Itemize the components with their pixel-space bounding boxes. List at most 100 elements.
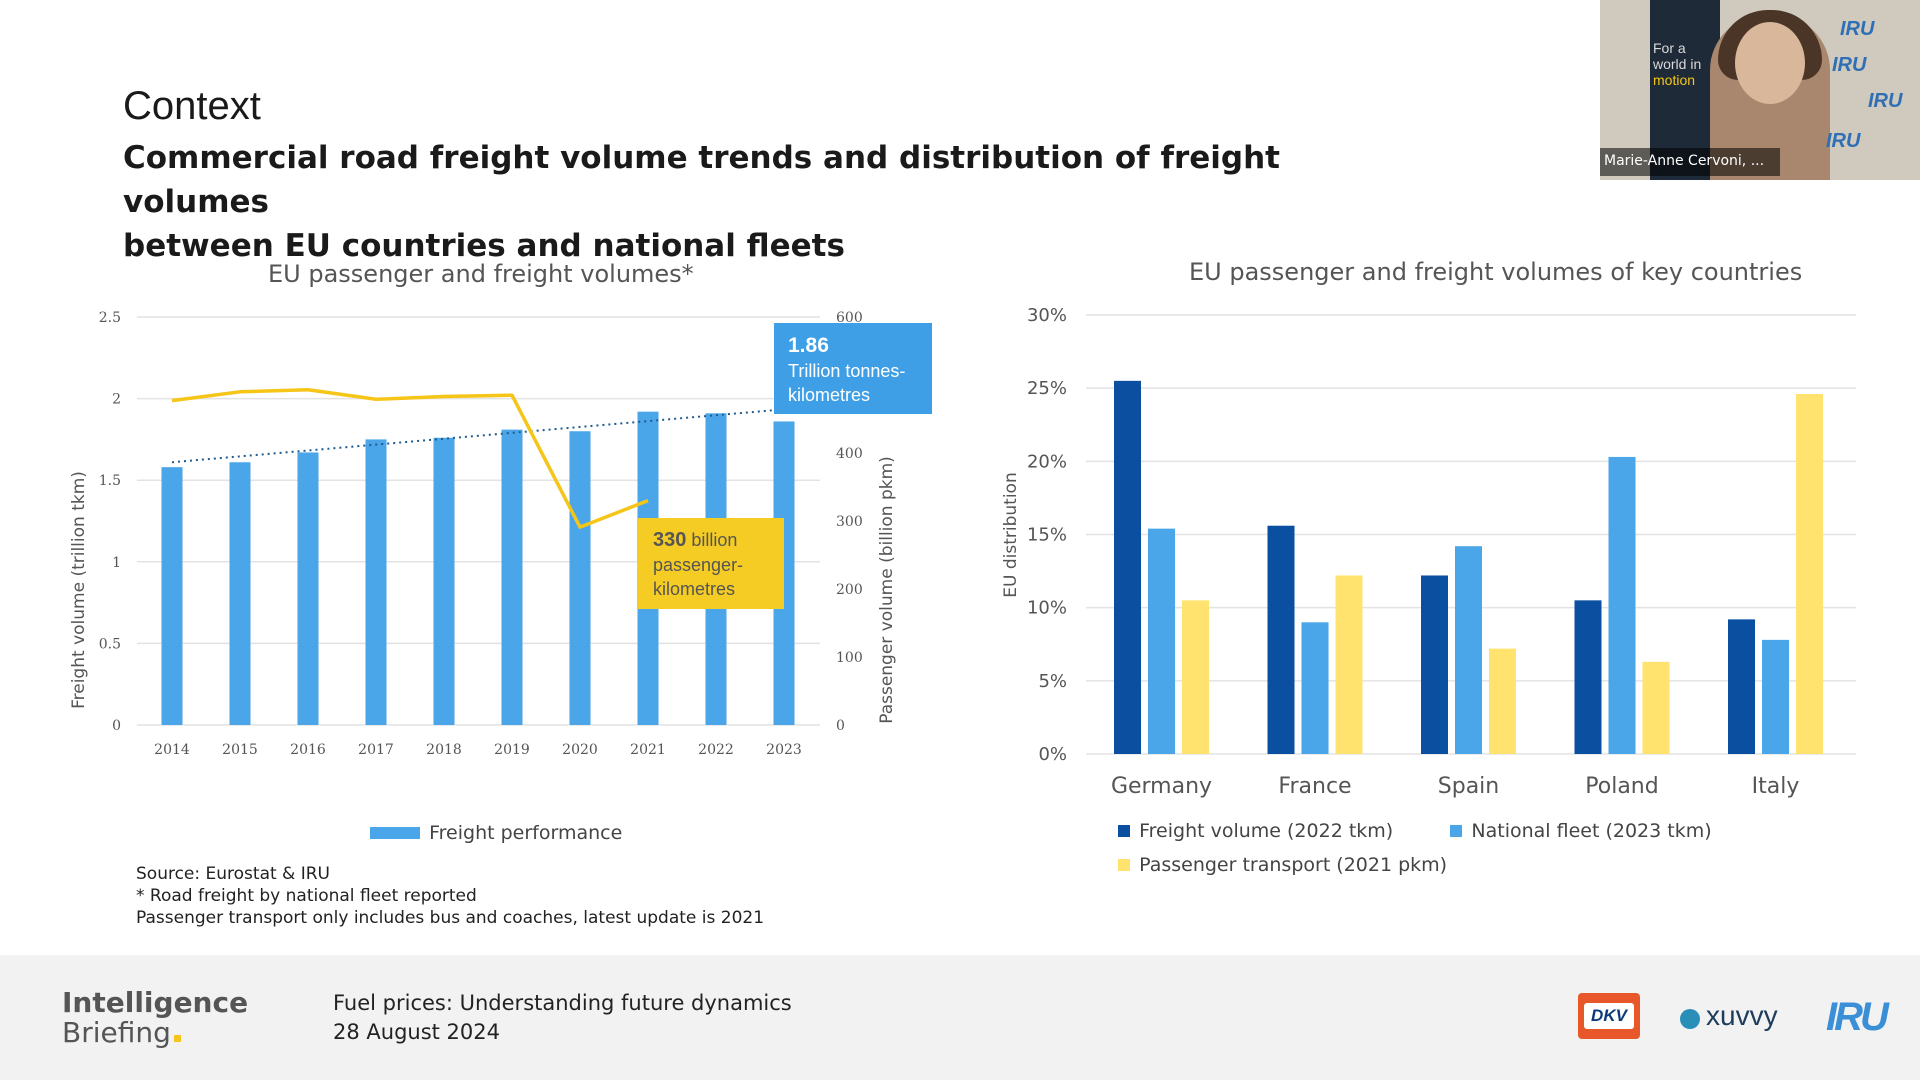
legend-swatch-national-fleet: [1450, 825, 1463, 837]
right-chart-bars: [1114, 380, 1823, 754]
left-y-tick-label: 1: [112, 555, 121, 571]
right-chart-ticks: 0% 5% 10% 15% 20% 25% 30% Germany France Spain Pol…: [1027, 305, 1799, 799]
slide-subtitle: Commercial road freight volume trends an…: [123, 136, 1323, 268]
left-chart-passenger-line: [171, 388, 649, 529]
dkv-logo-text: DKV: [1584, 1003, 1634, 1029]
right-chart-y-tick-label: 15%: [1027, 525, 1067, 546]
passenger-callout-unit: billion: [686, 530, 737, 550]
right-chart-y-axis-label: EU distribution: [1001, 472, 1021, 597]
bar-spain-0: [1421, 575, 1448, 754]
freight-callout-box: [774, 323, 932, 414]
brand-dot-icon: [173, 1035, 181, 1042]
category-label-germany: Germany: [1111, 774, 1212, 799]
right-y-axis-label: Passenger volume (billion pkm): [877, 456, 897, 724]
freight-trendline: [171, 409, 777, 464]
video-banner-line1: For a: [1653, 40, 1686, 56]
video-backdrop-banner-text: For a world in motion: [1653, 40, 1701, 88]
left-y-axis-label: Freight volume (trillion tkm): [69, 471, 89, 709]
freight-bar-2019: [501, 429, 523, 725]
source-note-3: Passenger transport only includes bus an…: [136, 908, 765, 928]
freight-bar-2014: [161, 467, 183, 725]
freight-bar-2015: [229, 462, 251, 725]
video-backdrop-logo-3: IRU: [1868, 90, 1903, 112]
freight-bar-2016: [297, 452, 319, 725]
freight-callout-line2: kilometres: [788, 385, 870, 405]
participant-name-bar: Marie-Anne Cervoni, ...: [1600, 148, 1780, 176]
legend-label-freight-volume: Freight volume (2022 tkm): [1139, 820, 1394, 842]
right-chart-legend: Freight volume (2022 tkm) National fleet…: [1118, 820, 1712, 876]
event-date: 28 August 2024: [333, 1020, 501, 1044]
legend-swatch-freight-volume: [1118, 825, 1130, 837]
passenger-callout-line3: kilometres: [653, 579, 735, 599]
bar-poland-2: [1642, 661, 1670, 754]
bar-france-2: [1335, 575, 1363, 754]
right-y-tick-label: 200: [836, 582, 863, 598]
legend-label-freight-performance: Freight performance: [429, 822, 623, 844]
slide-title: Context: [123, 84, 261, 128]
right-y-tick-label: 100: [836, 650, 863, 666]
bar-italy-1: [1762, 639, 1789, 754]
category-label-france: France: [1278, 774, 1351, 799]
x-tick-label-2020: 2020: [562, 742, 598, 758]
bar-germany-0: [1114, 380, 1141, 754]
source-notes: Source: Eurostat & IRU * Road freight by…: [136, 863, 764, 929]
legend-label-passenger-transport: Passenger transport (2021 pkm): [1139, 854, 1448, 876]
left-y-tick-label: 2: [112, 392, 121, 408]
slide-subtitle-line1: Commercial road freight volume trends an…: [123, 140, 1280, 220]
bar-italy-2: [1796, 394, 1823, 754]
right-chart-title: EU passenger and freight volumes of key …: [1189, 258, 1803, 286]
freight-callout: 1.86 Trillion tonnes- kilometres: [774, 323, 932, 414]
dkv-logo: DKV: [1578, 993, 1640, 1039]
x-tick-label-2022: 2022: [698, 742, 734, 758]
left-y-tick-label: 2.5: [99, 310, 121, 326]
freight-bar-2017: [365, 439, 387, 725]
bar-france-1: [1301, 622, 1329, 754]
freight-callout-value: 1.86: [788, 334, 829, 357]
iru-logo: IRU: [1826, 995, 1889, 1039]
video-banner-line2: world in: [1653, 56, 1702, 72]
passenger-callout-box: [637, 518, 784, 609]
xuvvy-logo-text: xuvvy: [1706, 1000, 1778, 1031]
right-y-tick-label: 300: [836, 514, 863, 530]
passenger-callout-value: 330: [653, 529, 686, 551]
passenger-callout-line2: passenger-: [653, 555, 743, 575]
x-tick-label-2023: 2023: [766, 742, 802, 758]
source-note-2: * Road freight by national fleet reporte…: [136, 886, 477, 906]
bar-spain-1: [1455, 546, 1482, 754]
bar-poland-1: [1608, 456, 1636, 754]
left-chart: 0 0.5 1 1.5 2 2.5 0 100 200 300 400 600 2014 2015 2016…: [69, 310, 932, 758]
left-chart-bars: [161, 411, 795, 725]
legend-label-national-fleet: National fleet (2023 tkm): [1471, 820, 1712, 842]
right-chart-y-tick-label: 25%: [1027, 378, 1067, 399]
right-y-tick-label: 600: [836, 310, 863, 326]
right-chart-y-tick-label: 10%: [1027, 598, 1067, 619]
bar-poland-0: [1574, 600, 1602, 754]
x-tick-label-2021: 2021: [630, 742, 666, 758]
participant-video-tile[interactable]: For a world in motion IRU IRU IRU IRU Ma…: [1600, 0, 1920, 180]
brand-briefing-text: Briefing: [62, 1016, 171, 1049]
category-label-spain: Spain: [1438, 774, 1499, 799]
video-backdrop-logo-2: IRU: [1832, 54, 1867, 76]
freight-bar-2020: [569, 431, 591, 725]
right-y-tick-label: 400: [836, 446, 863, 462]
source-note-1: Source: Eurostat & IRU: [136, 864, 330, 884]
left-chart-ticks: 0 0.5 1 1.5 2 2.5 0 100 200 300 400 600 2014 2015 2016…: [99, 310, 863, 758]
passenger-volume-line: [171, 388, 649, 529]
xuvvy-globe-icon: [1680, 1009, 1700, 1029]
right-chart-y-tick-label: 20%: [1027, 451, 1067, 472]
left-y-tick-label: 0: [112, 718, 121, 734]
left-y-tick-label: 0.5: [99, 636, 121, 652]
freight-bar-2018: [433, 437, 455, 725]
bar-spain-2: [1489, 648, 1516, 754]
brand-intelligence: Intelligence: [62, 986, 249, 1019]
passenger-callout: 330 billion passenger- kilometres: [637, 518, 784, 609]
video-backdrop-logo-1: IRU: [1840, 18, 1875, 40]
bar-italy-0: [1728, 619, 1755, 754]
left-chart-trendline: [171, 409, 777, 464]
slide-subtitle-line2: between EU countries and national fleets: [123, 228, 845, 264]
x-tick-label-2018: 2018: [426, 742, 462, 758]
bar-germany-2: [1182, 600, 1209, 754]
legend-row-2: Passenger transport (2021 pkm): [1118, 854, 1712, 876]
category-label-poland: Poland: [1585, 774, 1658, 799]
passenger-callout-line1: 330 billion: [653, 529, 737, 551]
